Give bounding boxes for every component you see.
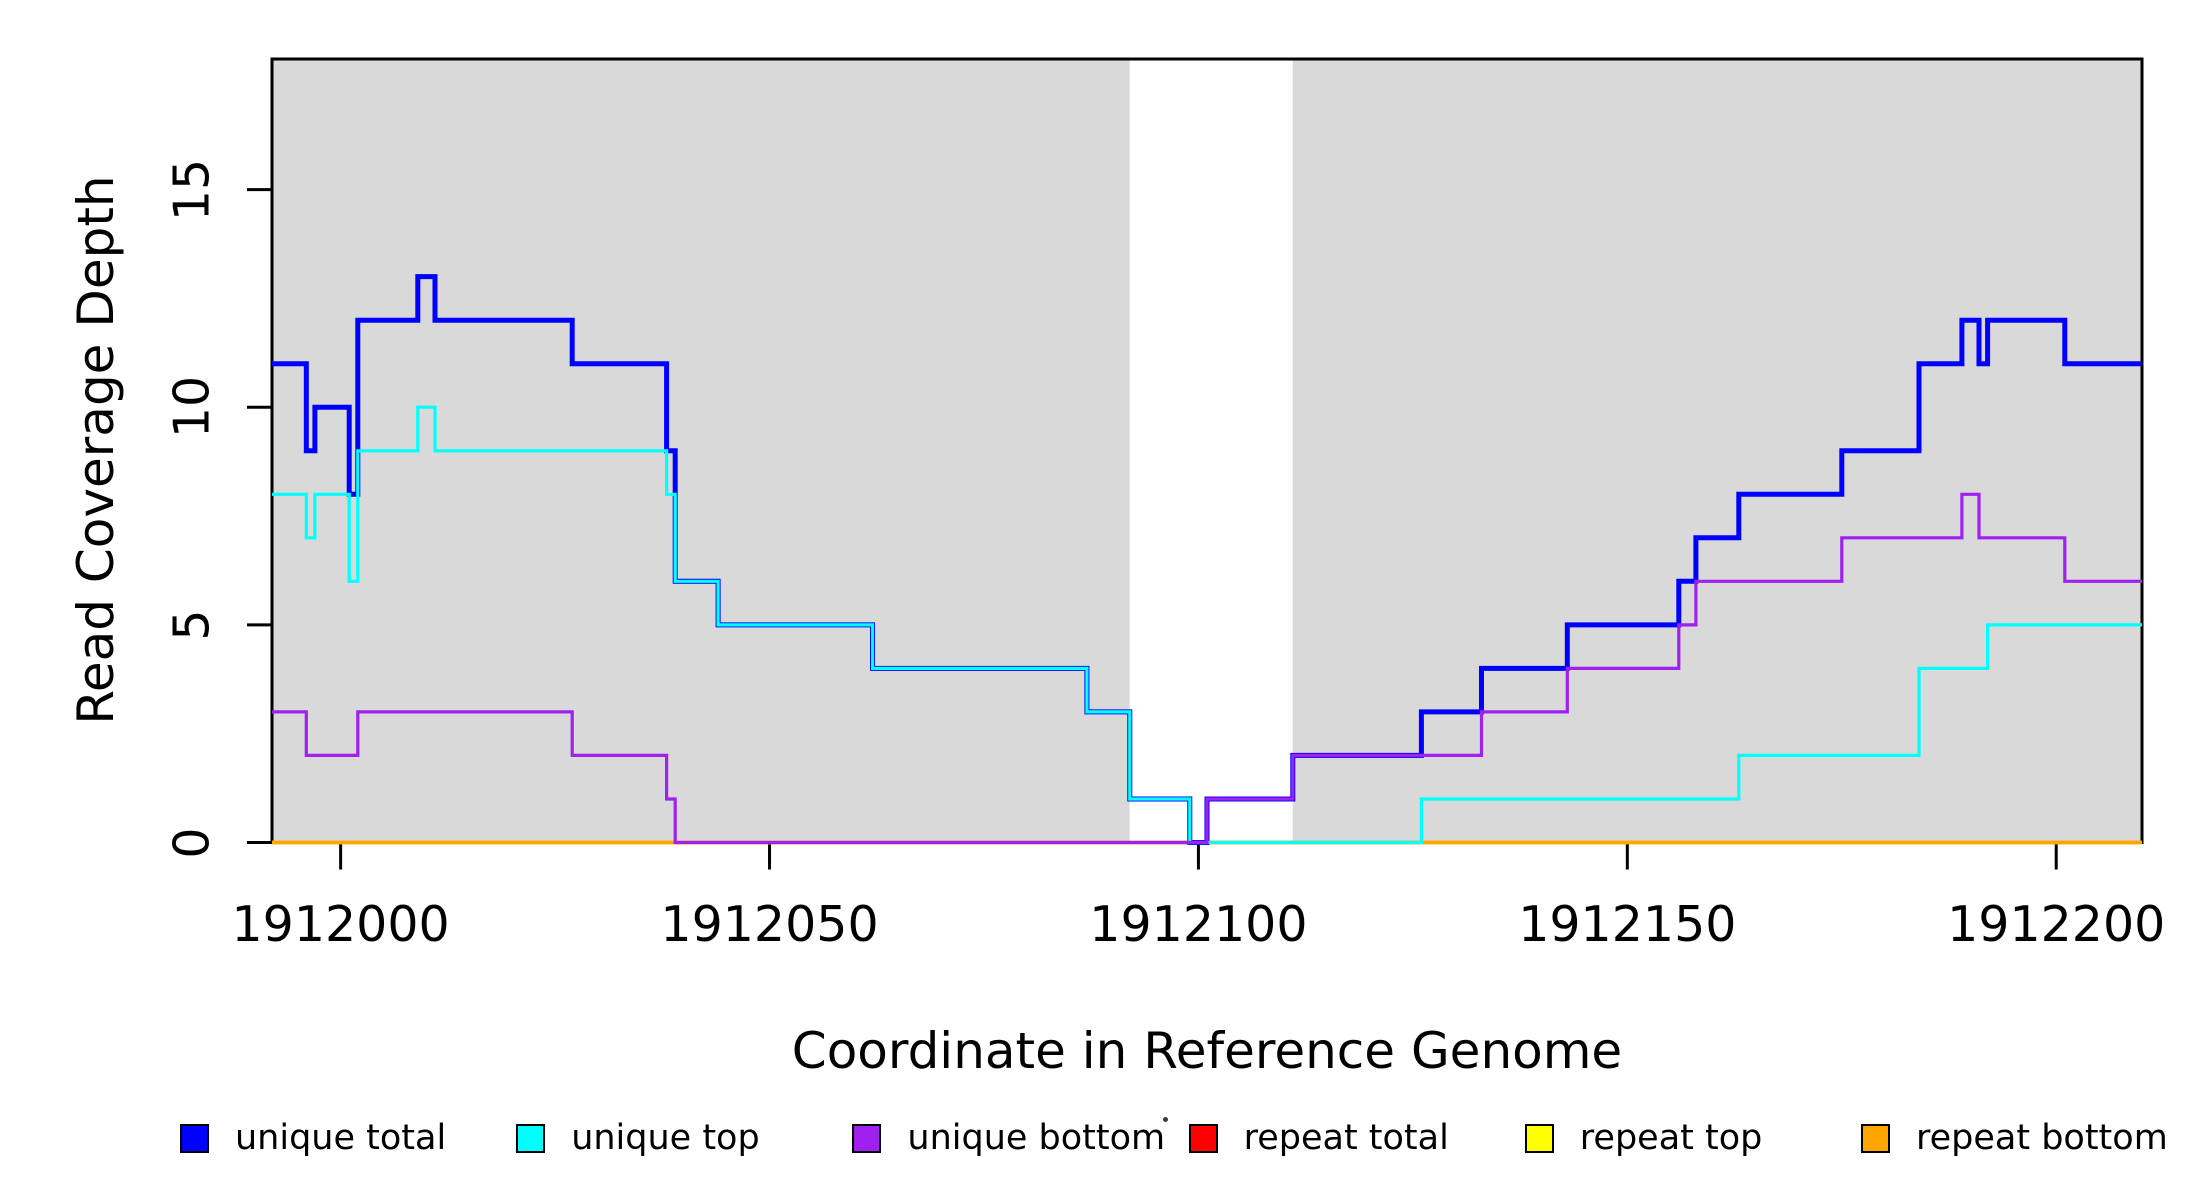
legend-label: unique total — [235, 1118, 447, 1158]
legend-label: repeat top — [1579, 1118, 1763, 1158]
x-axis-title: Coordinate in Reference Genome — [791, 1022, 1623, 1080]
legend-item-repeat-bottom: repeat bottom — [1861, 1118, 2168, 1158]
y-tick-label: 15 — [163, 158, 221, 221]
x-tick-label: 1912150 — [1518, 896, 1737, 953]
legend-label: unique top — [571, 1118, 760, 1158]
legend-label: repeat total — [1243, 1118, 1449, 1158]
y-tick-label: 10 — [163, 376, 221, 439]
series-unique-top — [272, 405, 2142, 845]
legend-swatch-icon — [180, 1123, 209, 1153]
y-tick-label: 0 — [163, 826, 221, 859]
stray-dot-artifact — [1163, 1117, 1168, 1122]
legend-swatch-icon — [1861, 1123, 1890, 1153]
legend-item-repeat-top: repeat top — [1524, 1118, 1763, 1158]
series-unique-bottom — [272, 492, 2142, 845]
x-tick-label: 1912100 — [1089, 896, 1308, 953]
legend-swatch-icon — [516, 1123, 546, 1153]
legend-item-repeat-total: repeat total — [1188, 1118, 1449, 1158]
x-tick-label: 1912000 — [231, 896, 450, 953]
x-tick-label: 1912200 — [1947, 896, 2166, 953]
legend-item-unique-total: unique total — [180, 1118, 446, 1158]
white-band — [1129, 59, 1293, 843]
x-tick-label: 1912050 — [660, 896, 879, 953]
legend-swatch-icon — [1188, 1123, 1218, 1153]
y-axis-title: Read Coverage Depth — [67, 175, 125, 725]
y-tick-label: 5 — [163, 609, 221, 641]
legend-item-unique-bottom: unique bottom — [852, 1118, 1165, 1158]
legend-label: repeat bottom — [1916, 1118, 2168, 1158]
legend-item-unique-top: unique top — [516, 1118, 760, 1158]
data-series — [272, 274, 2142, 845]
legend-swatch-icon — [852, 1123, 882, 1153]
legend-swatch-icon — [1524, 1123, 1554, 1153]
axis-ticks — [247, 188, 2058, 870]
legend-label: unique bottom — [907, 1118, 1166, 1158]
